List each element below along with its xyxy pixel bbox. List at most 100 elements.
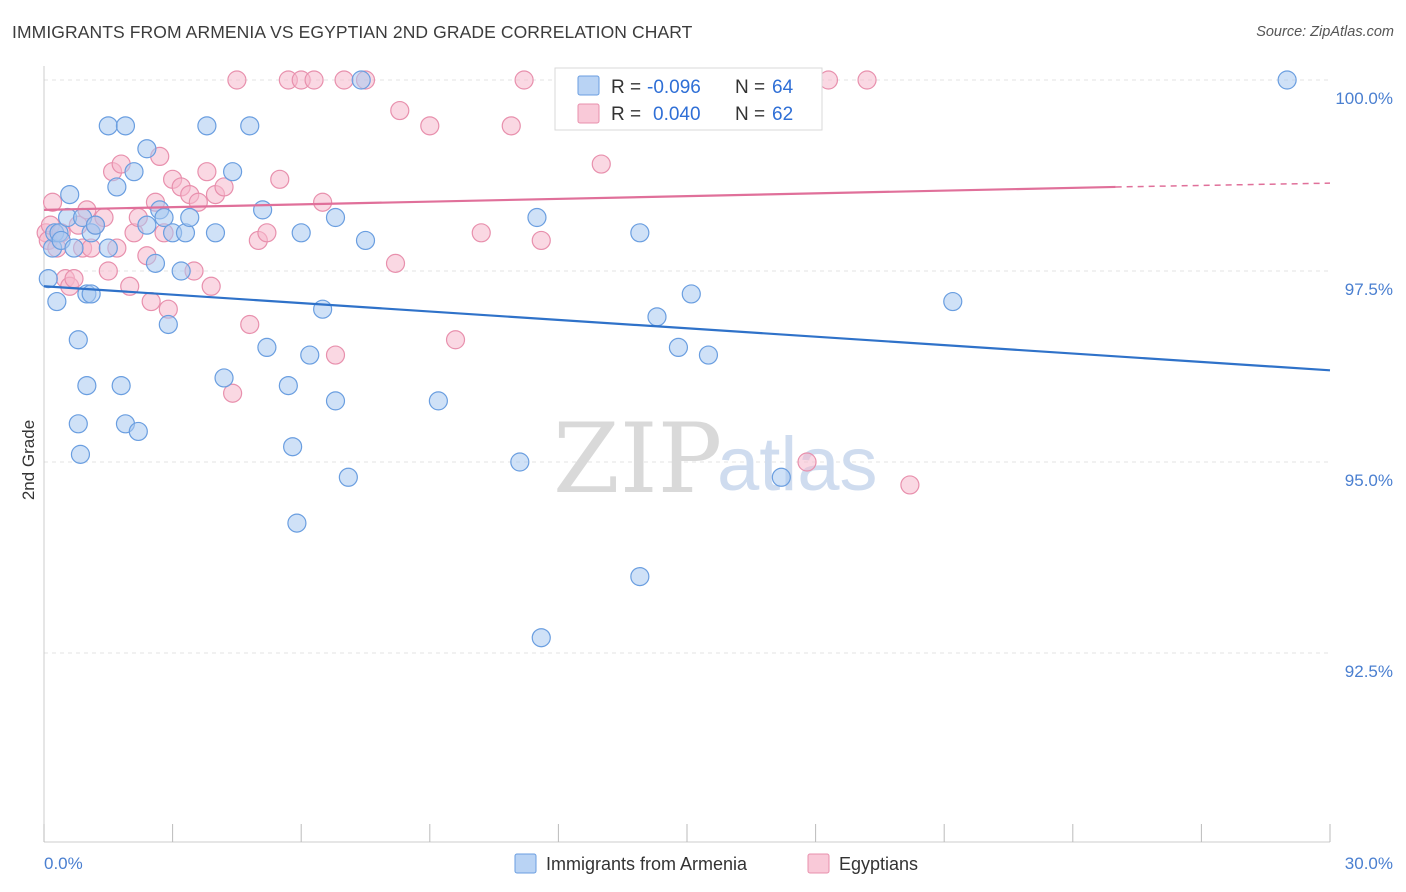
armenia-point-31 [158, 314, 178, 335]
y-tick-label-2: 95.0% [1345, 471, 1393, 490]
chart-title: IMMIGRANTS FROM ARMENIA VS EGYPTIAN 2ND … [12, 22, 693, 42]
armenia-point-49 [325, 207, 346, 228]
armenia-point-3 [47, 291, 67, 312]
egypt-point-41 [257, 223, 277, 243]
source-credit: Source: ZipAtlas.com [1256, 24, 1394, 40]
egypt-point-62 [857, 70, 877, 90]
legend-armenia-n-value: 64 [772, 77, 794, 98]
armenia-point-39 [223, 162, 243, 182]
armenia-point-36 [197, 116, 217, 136]
armenia-point-20 [107, 177, 127, 197]
armenia-point-27 [137, 215, 157, 235]
egypt-point-38 [227, 70, 247, 90]
armenia-point-28 [145, 253, 166, 273]
armenia-point-19 [98, 238, 118, 258]
y-tick-label-0: 100.0% [1335, 89, 1393, 108]
armenia-point-62 [681, 284, 701, 304]
armenia-point-18 [98, 116, 118, 136]
armenia-point-25 [128, 421, 148, 442]
egypt-point-55 [501, 116, 521, 136]
armenia-points [38, 70, 1297, 648]
armenia-point-35 [180, 207, 200, 228]
armenia-point-11 [70, 444, 91, 464]
armenia-point-40 [240, 116, 260, 136]
bottom-legend-armenia-swatch [514, 853, 537, 874]
egypt-point-63 [900, 475, 920, 495]
watermark-zip: ZIP [553, 403, 722, 515]
egypt-trend-line-extension [1115, 182, 1331, 188]
armenia-point-59 [630, 223, 650, 243]
egypt-point-57 [531, 230, 551, 251]
legend-egypt-n-value: 62 [772, 104, 793, 125]
legend-egypt-n-label: N = [735, 104, 765, 125]
egypt-point-50 [385, 253, 406, 273]
egypt-point-37 [223, 383, 243, 403]
egypt-point-60 [797, 452, 817, 472]
legend-armenia-r-label: R = [611, 77, 641, 98]
armenia-point-7 [60, 185, 80, 205]
armenia-point-0 [38, 269, 58, 289]
armenia-point-48 [313, 299, 333, 319]
armenia-point-52 [351, 70, 371, 90]
y-axis-label: 2nd Grade [19, 420, 38, 500]
armenia-point-42 [257, 337, 277, 357]
egypt-point-46 [313, 192, 333, 212]
egypt-point-56 [514, 70, 534, 90]
legend-armenia-n-label: N = [735, 77, 765, 98]
armenia-point-46 [291, 223, 311, 243]
series-legend: Immigrants from Armenia Egyptians [514, 853, 918, 874]
egypt-point-23 [141, 291, 161, 312]
axes [43, 66, 1331, 843]
x-tick-label-1: 30.0% [1345, 854, 1393, 873]
armenia-point-26 [137, 139, 157, 159]
trend-lines [43, 182, 1331, 372]
watermark-atlas: atlas [717, 422, 878, 507]
legend-egypt-r-label: R = [611, 104, 641, 125]
legend-armenia-swatch [577, 75, 600, 96]
x-tick-labels: 0.0% 30.0% [44, 854, 1393, 873]
armenia-point-38 [214, 368, 234, 388]
armenia-point-57 [531, 628, 551, 648]
x-tick-label-0: 0.0% [44, 854, 83, 873]
egypt-point-34 [201, 276, 221, 296]
armenia-point-54 [428, 391, 448, 411]
armenia-point-33 [171, 261, 191, 281]
armenia-point-15 [81, 284, 101, 304]
y-tick-label-3: 92.5% [1345, 662, 1393, 681]
armenia-point-44 [283, 437, 303, 457]
legend-armenia-r-value: -0.096 [647, 77, 701, 98]
armenia-point-43 [278, 376, 298, 396]
egypt-point-33 [197, 162, 217, 182]
egypt-point-51 [390, 100, 410, 121]
armenia-point-58 [630, 566, 650, 587]
armenia-point-56 [527, 207, 547, 228]
bottom-legend-armenia-label: Immigrants from Armenia [546, 854, 748, 874]
y-tick-labels: 100.0% 97.5% 95.0% 92.5% [1335, 89, 1393, 681]
egypt-point-3 [42, 192, 63, 212]
armenia-point-53 [355, 230, 376, 251]
egypt-point-36 [214, 177, 234, 197]
egypt-point-45 [304, 70, 324, 90]
armenia-point-30 [154, 207, 174, 228]
egypt-point-52 [420, 116, 440, 136]
bottom-legend-egypt-swatch [807, 853, 830, 874]
y-tick-label-1: 97.5% [1345, 280, 1393, 299]
armenia-point-9 [68, 330, 88, 350]
egypt-trend-line [43, 185, 1116, 211]
armenia-point-10 [68, 414, 88, 434]
armenia-point-64 [771, 467, 791, 487]
egypt-point-53 [445, 330, 466, 350]
armenia-trend-line [43, 285, 1331, 372]
armenia-point-21 [111, 376, 131, 396]
armenia-point-55 [510, 452, 530, 472]
armenia-point-23 [115, 116, 136, 136]
armenia-point-51 [338, 467, 358, 487]
armenia-point-47 [300, 345, 320, 365]
egypt-point-15 [98, 261, 118, 281]
correlation-legend: R = -0.096 N = 64 R = 0.040 N = 62 [554, 67, 823, 131]
armenia-point-41 [253, 200, 273, 220]
legend-egypt-r-value: 0.040 [653, 104, 701, 125]
armenia-point-37 [205, 223, 226, 243]
egypt-point-48 [334, 70, 354, 90]
